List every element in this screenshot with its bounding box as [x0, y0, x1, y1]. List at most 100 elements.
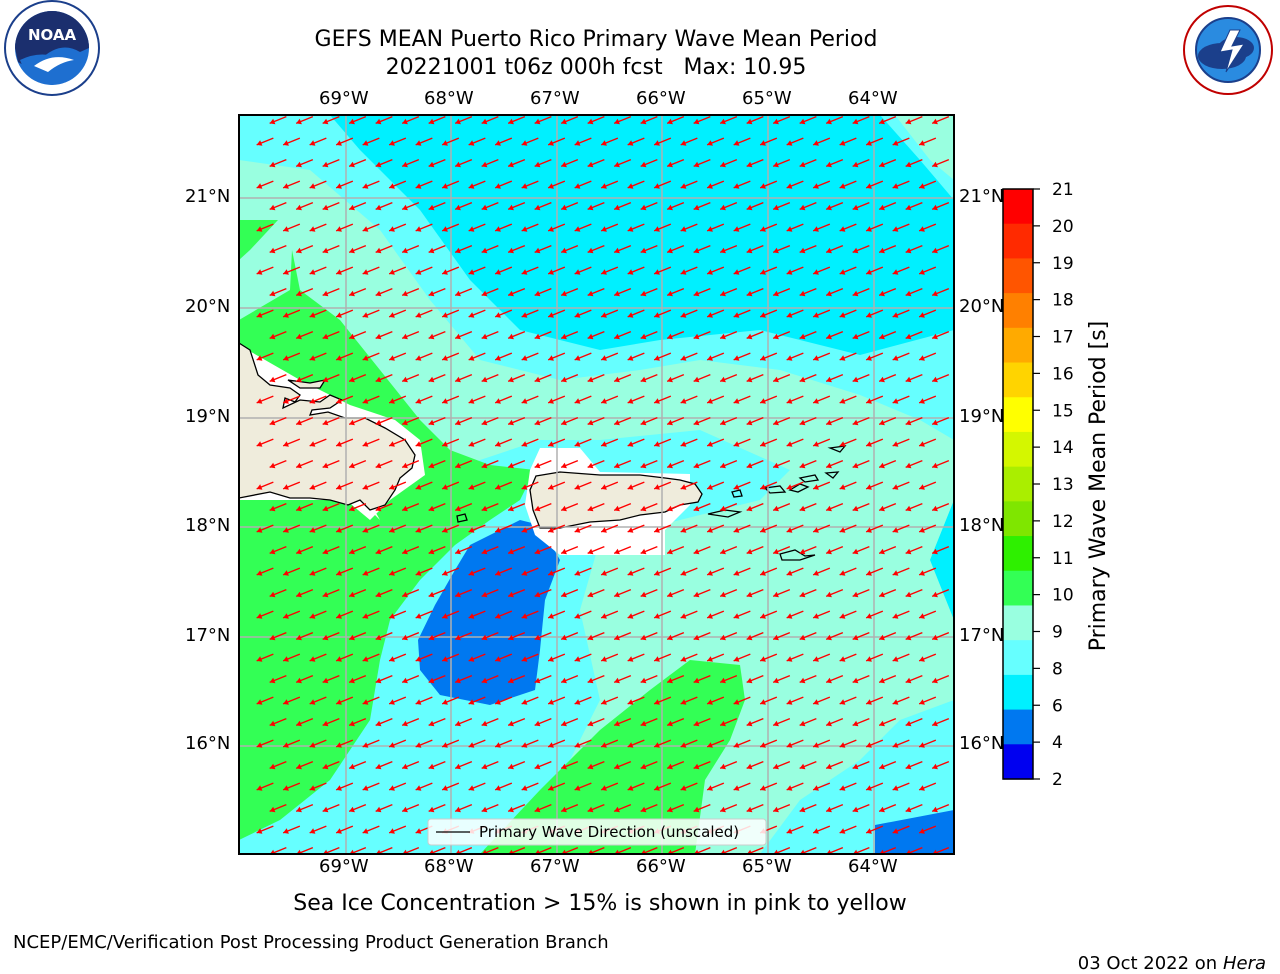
- wave-arrow: [799, 373, 817, 383]
- wave-arrow: [481, 244, 499, 254]
- wave-arrow: [454, 502, 473, 512]
- wave-arrow: [759, 782, 778, 791]
- wave-arrow: [322, 115, 340, 125]
- wave-arrow: [282, 524, 301, 533]
- wave-arrow: [653, 352, 672, 361]
- wave-arrow: [375, 760, 393, 770]
- wave-arrow: [322, 158, 340, 168]
- wave-arrow: [587, 717, 605, 727]
- wave-arrow: [428, 416, 446, 426]
- wave-arrow: [454, 717, 473, 727]
- lat-tick-right: 16°N: [959, 733, 1005, 754]
- wave-arrow: [706, 653, 725, 662]
- lon-tick-bottom: 65°W: [742, 856, 792, 877]
- wave-arrow: [905, 244, 923, 254]
- wave-arrow: [693, 459, 711, 469]
- wave-arrow: [746, 803, 764, 813]
- title-line-2: 20221001 t06z 000h fcst Max: 10.95: [385, 55, 807, 80]
- wave-arrow: [613, 545, 632, 555]
- wave-arrow: [640, 158, 658, 168]
- wave-arrow: [574, 309, 592, 318]
- wave-arrow: [574, 223, 592, 232]
- wave-arrow: [680, 653, 698, 662]
- wave-arrow: [666, 631, 685, 641]
- wave-arrow: [494, 223, 513, 232]
- wave-arrow: [706, 223, 725, 232]
- wave-arrow: [269, 502, 287, 512]
- wave-arrow: [627, 309, 645, 318]
- colorbar: 21 20 19 18 17 16 15 14 13 12 11 10 9 8 6 4 2: [1002, 180, 1074, 790]
- wave-arrow: [494, 739, 513, 748]
- wave-arrow: [799, 674, 817, 684]
- lat-tick-left: 21°N: [185, 186, 231, 207]
- wave-arrow: [468, 266, 486, 275]
- wave-arrow: [759, 696, 778, 705]
- wave-arrow: [825, 588, 844, 598]
- wave-arrow: [865, 567, 884, 576]
- wave-arrow: [388, 223, 407, 232]
- wave-arrow: [905, 158, 923, 168]
- wave-arrow: [799, 158, 817, 168]
- colorbar-band: [1003, 674, 1033, 711]
- wave-arrow: [574, 696, 592, 705]
- wave-arrow: [746, 545, 764, 555]
- wave-arrow: [521, 309, 539, 318]
- wave-arrow: [746, 373, 764, 383]
- wave-arrow: [348, 674, 367, 684]
- footer-date-text: 03 Oct 2022 on: [1077, 953, 1223, 974]
- wave-arrow: [309, 481, 327, 490]
- wave-arrow: [587, 760, 605, 770]
- wave-arrow: [865, 610, 884, 619]
- wave-arrow: [600, 180, 619, 189]
- wave-arrow: [256, 481, 274, 490]
- wave-arrow: [680, 567, 698, 576]
- wave-arrow: [468, 739, 486, 748]
- wave-arrow: [666, 287, 685, 297]
- wave-arrow: [653, 653, 672, 662]
- wave-arrow: [799, 330, 817, 340]
- colorbar-tick-label: 14: [1052, 438, 1074, 458]
- wave-arrow: [627, 782, 645, 791]
- wave-arrow: [507, 459, 526, 469]
- wave-arrow: [865, 653, 884, 662]
- wave-arrow: [613, 115, 632, 125]
- wave-arrow: [653, 266, 672, 275]
- wave-arrow: [335, 180, 354, 189]
- wave-arrow: [772, 330, 791, 340]
- wave-arrow: [428, 717, 446, 727]
- wave-arrow: [918, 395, 937, 404]
- wave-arrow: [627, 438, 645, 447]
- wave-arrow: [587, 115, 605, 125]
- colorbar-tick-label: 20: [1052, 217, 1074, 237]
- wave-arrow: [362, 610, 380, 619]
- wave-arrow: [865, 180, 884, 189]
- period-band-4-6-se: [875, 810, 954, 854]
- wave-arrow: [494, 309, 513, 318]
- wave-arrow: [733, 610, 751, 619]
- wave-arrow: [574, 524, 592, 533]
- wave-arrow: [574, 438, 592, 447]
- wave-arrow: [812, 438, 831, 447]
- wave-arrow: [256, 137, 274, 146]
- wave-arrow: [441, 739, 460, 748]
- wave-arrow: [825, 416, 844, 426]
- wave-arrow: [441, 223, 460, 232]
- lon-tick-top: 65°W: [742, 88, 792, 109]
- wave-arrow: [852, 459, 870, 469]
- wave-arrow: [507, 631, 526, 641]
- lon-tick-bottom: 64°W: [848, 856, 898, 877]
- wave-arrow: [878, 760, 897, 770]
- wave-arrow: [719, 115, 738, 125]
- wave-arrow: [295, 115, 314, 125]
- wave-arrow: [931, 115, 950, 125]
- colorbar-band: [1003, 744, 1033, 780]
- footer-machine: Hera: [1222, 953, 1266, 974]
- wave-arrow: [640, 631, 658, 641]
- wave-arrow: [918, 481, 937, 490]
- wave-arrow: [799, 760, 817, 770]
- wave-arrow: [666, 244, 685, 254]
- wave-arrow: [666, 459, 685, 469]
- wave-arrow: [560, 545, 579, 555]
- wave-arrow: [269, 287, 287, 297]
- wave-arrow: [494, 180, 513, 189]
